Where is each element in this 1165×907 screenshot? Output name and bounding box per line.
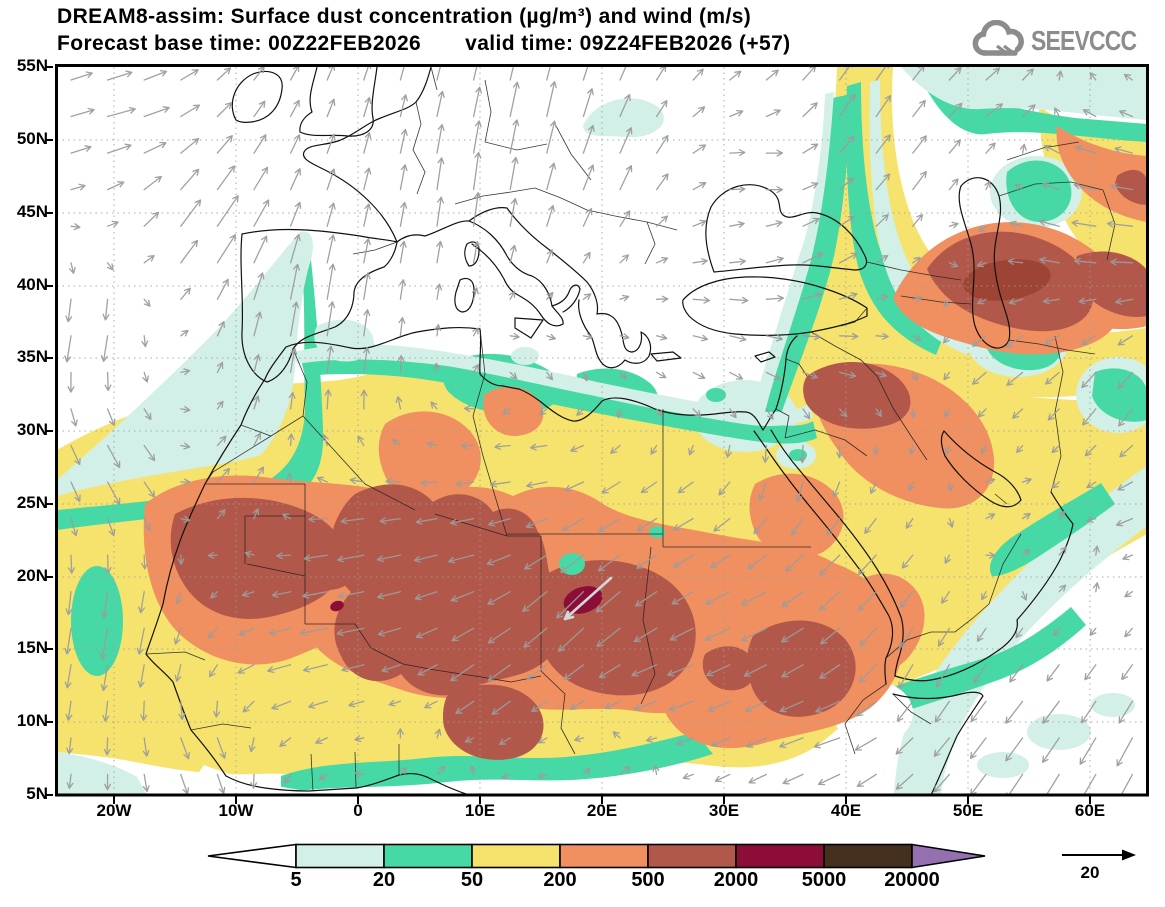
lon-tick-label: 20W bbox=[96, 801, 132, 820]
lon-tick-label: 60E bbox=[1074, 801, 1106, 820]
colorbar-tick-label: 20000 bbox=[884, 869, 940, 891]
lat-tick-label: 55N bbox=[16, 56, 48, 75]
lat-tick-label: 20N bbox=[16, 566, 48, 585]
seevccc-logo: SEEVCCC bbox=[971, 20, 1159, 62]
lon-tick-label: 50E bbox=[952, 801, 984, 820]
colorbar-tick-label: 200 bbox=[543, 869, 577, 891]
colorbar-tick-label: 500 bbox=[631, 869, 665, 891]
wind-reference-arrow bbox=[1062, 849, 1136, 861]
colorbar-tick-label: 5 bbox=[290, 869, 302, 891]
chart-header: DREAM8-assim: Surface dust concentration… bbox=[57, 5, 791, 56]
wind-arrows bbox=[64, 64, 1134, 795]
wind-reference-value: 20 bbox=[1080, 863, 1100, 882]
chart-title: DREAM8-assim: Surface dust concentration… bbox=[57, 5, 752, 28]
colorbar-tick-label: 20 bbox=[372, 869, 396, 891]
cloud-icon bbox=[972, 20, 1024, 57]
lat-tick-label: 5N bbox=[26, 784, 48, 803]
colorbar-tick-label: 50 bbox=[460, 869, 484, 891]
lat-tick-label: 45N bbox=[16, 202, 48, 221]
lat-tick-label: 25N bbox=[16, 493, 48, 512]
colorbar-tick-label: 5000 bbox=[801, 869, 847, 891]
logo-text: SEEVCCC bbox=[1030, 25, 1137, 56]
dust-shading-layer bbox=[57, 67, 1148, 795]
colorbar-tick-label: 2000 bbox=[713, 869, 759, 891]
lat-tick-label: 40N bbox=[16, 275, 48, 294]
lat-tick-label: 15N bbox=[16, 638, 48, 657]
lat-tick-label: 35N bbox=[16, 347, 48, 366]
lon-tick-label: 10E bbox=[464, 801, 496, 820]
lat-tick-label: 50N bbox=[16, 129, 48, 148]
forecast-base-time: Forecast base time: 00Z22FEB2026 bbox=[57, 32, 422, 55]
colorbar bbox=[207, 843, 986, 869]
valid-time: valid time: 09Z24FEB2026 (+57) bbox=[465, 32, 791, 55]
lat-tick-label: 30N bbox=[16, 420, 48, 439]
lon-tick-label: 10W bbox=[218, 801, 254, 820]
wind-vectors-layer bbox=[64, 64, 1134, 795]
lat-tick-label: 10N bbox=[16, 711, 48, 730]
graticule-dotted-grid bbox=[57, 67, 1147, 795]
country-borders-layer bbox=[145, 66, 1116, 792]
lon-tick-label: 0 bbox=[353, 801, 363, 820]
lon-tick-label: 40E bbox=[830, 801, 862, 820]
lon-tick-label: 20E bbox=[586, 801, 618, 820]
map-frame bbox=[55, 64, 1149, 797]
strong-wind-arrow bbox=[563, 576, 613, 621]
chart-subtitle: Forecast base time: 00Z22FEB2026 valid ti… bbox=[57, 32, 791, 56]
dust-map-canvas bbox=[45, 64, 1149, 804]
lon-tick-label: 30E bbox=[708, 801, 740, 820]
